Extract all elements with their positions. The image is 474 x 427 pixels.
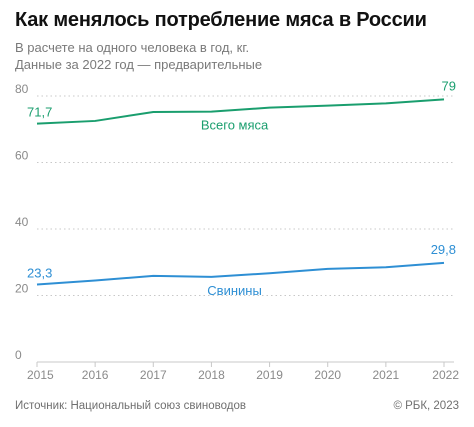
x-tick-label: 2015 [27, 368, 54, 382]
series-name-label: Всего мяса [201, 118, 269, 133]
x-tick-label: 2021 [373, 368, 400, 382]
subtitle-line-2: Данные за 2022 год — предварительные [15, 57, 263, 72]
end-value-label: 29,8 [431, 242, 456, 257]
y-tick-label: 0 [15, 348, 22, 362]
source-note: Источник: Национальный союз свиноводов [15, 400, 247, 412]
y-tick-label: 40 [15, 215, 29, 229]
x-tick-label: 2016 [82, 368, 109, 382]
subtitle-line-1: В расчете на одного человека в год, кг. [15, 40, 250, 55]
x-tick-label: 2017 [140, 368, 167, 382]
start-value-label: 23,3 [27, 266, 52, 281]
end-value-label: 79 [442, 78, 456, 93]
x-axis-ticks: 2015 2016 2017 2018 2019 2020 2021 2022 [27, 362, 459, 382]
grid-lines [37, 95, 454, 363]
series-name-label: Свинины [207, 283, 262, 298]
start-value-label: 71,7 [27, 105, 52, 120]
x-tick-label: 2020 [314, 368, 341, 382]
y-axis-ticks: 0 20 40 60 80 [15, 82, 29, 362]
data-labels: 71,7 79 Всего мяса 23,3 29,8 Свинины [27, 78, 456, 298]
page-title: Как менялось потребление мяса в России [15, 9, 427, 31]
y-tick-label: 80 [15, 82, 29, 96]
copyright: © РБК, 2023 [393, 400, 459, 412]
x-tick-label: 2019 [256, 368, 283, 382]
series-line-total-meat [36, 98, 445, 125]
series-line-pork [36, 261, 445, 286]
y-tick-label: 60 [15, 149, 29, 163]
series-lines [36, 98, 445, 286]
chart-subtitle: В расчете на одного человека в год, кг. … [15, 39, 262, 73]
x-tick-label: 2022 [432, 368, 459, 382]
y-tick-label: 20 [15, 282, 29, 296]
x-tick-label: 2018 [198, 368, 225, 382]
